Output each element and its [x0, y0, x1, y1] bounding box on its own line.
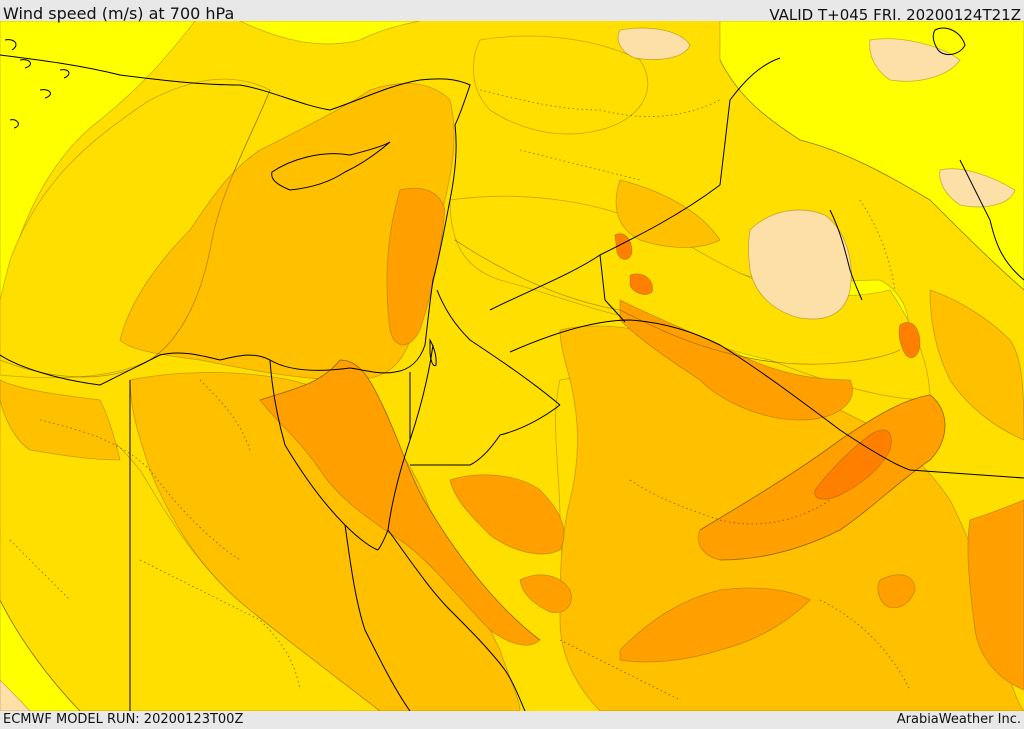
- footer-bar: ECMWF MODEL RUN: 20200123T00Z ArabiaWeat…: [0, 711, 1024, 729]
- cyprus-outline: [271, 141, 391, 191]
- jordan-border-inner: [599, 254, 626, 323]
- wind-contour-lines: [0, 59, 1024, 711]
- jordan-saudi-border: [469, 404, 561, 466]
- topography-dotted-lines: [9, 89, 911, 701]
- aegean-islands: [4, 39, 70, 129]
- syria-iraq-border: [719, 57, 781, 186]
- dead-sea-outline: [429, 338, 437, 367]
- iran-iraq-border: [959, 159, 1024, 281]
- map-canvas: [0, 21, 1024, 711]
- header-bar: [0, 0, 1024, 21]
- lake-van-outline: [932, 27, 966, 56]
- coastlines-and-borders: [0, 27, 1024, 711]
- wind-band-5: [614, 233, 921, 500]
- valid-time-label: VALID T+045 FRI. 20200124T21Z: [769, 6, 1021, 24]
- saudi-iraq-border: [509, 319, 1024, 479]
- egypt-coastline: [0, 352, 351, 386]
- gulf-of-suez: [269, 359, 379, 551]
- credit-label: ArabiaWeather Inc.: [896, 712, 1021, 727]
- gulf-of-aqaba: [377, 344, 434, 551]
- turkey-coast: [0, 54, 471, 126]
- levant-coastline: [349, 124, 457, 374]
- persian-gulf-coast: [829, 209, 863, 301]
- red-sea-west-coast: [344, 524, 411, 711]
- israel-jordan-border: [436, 289, 561, 406]
- wind-speed-map: [0, 21, 1024, 711]
- map-title: Wind speed (m/s) at 700 hPa: [3, 4, 235, 23]
- red-sea-east-coast: [387, 529, 526, 711]
- model-run-label: ECMWF MODEL RUN: 20200123T00Z: [3, 712, 244, 727]
